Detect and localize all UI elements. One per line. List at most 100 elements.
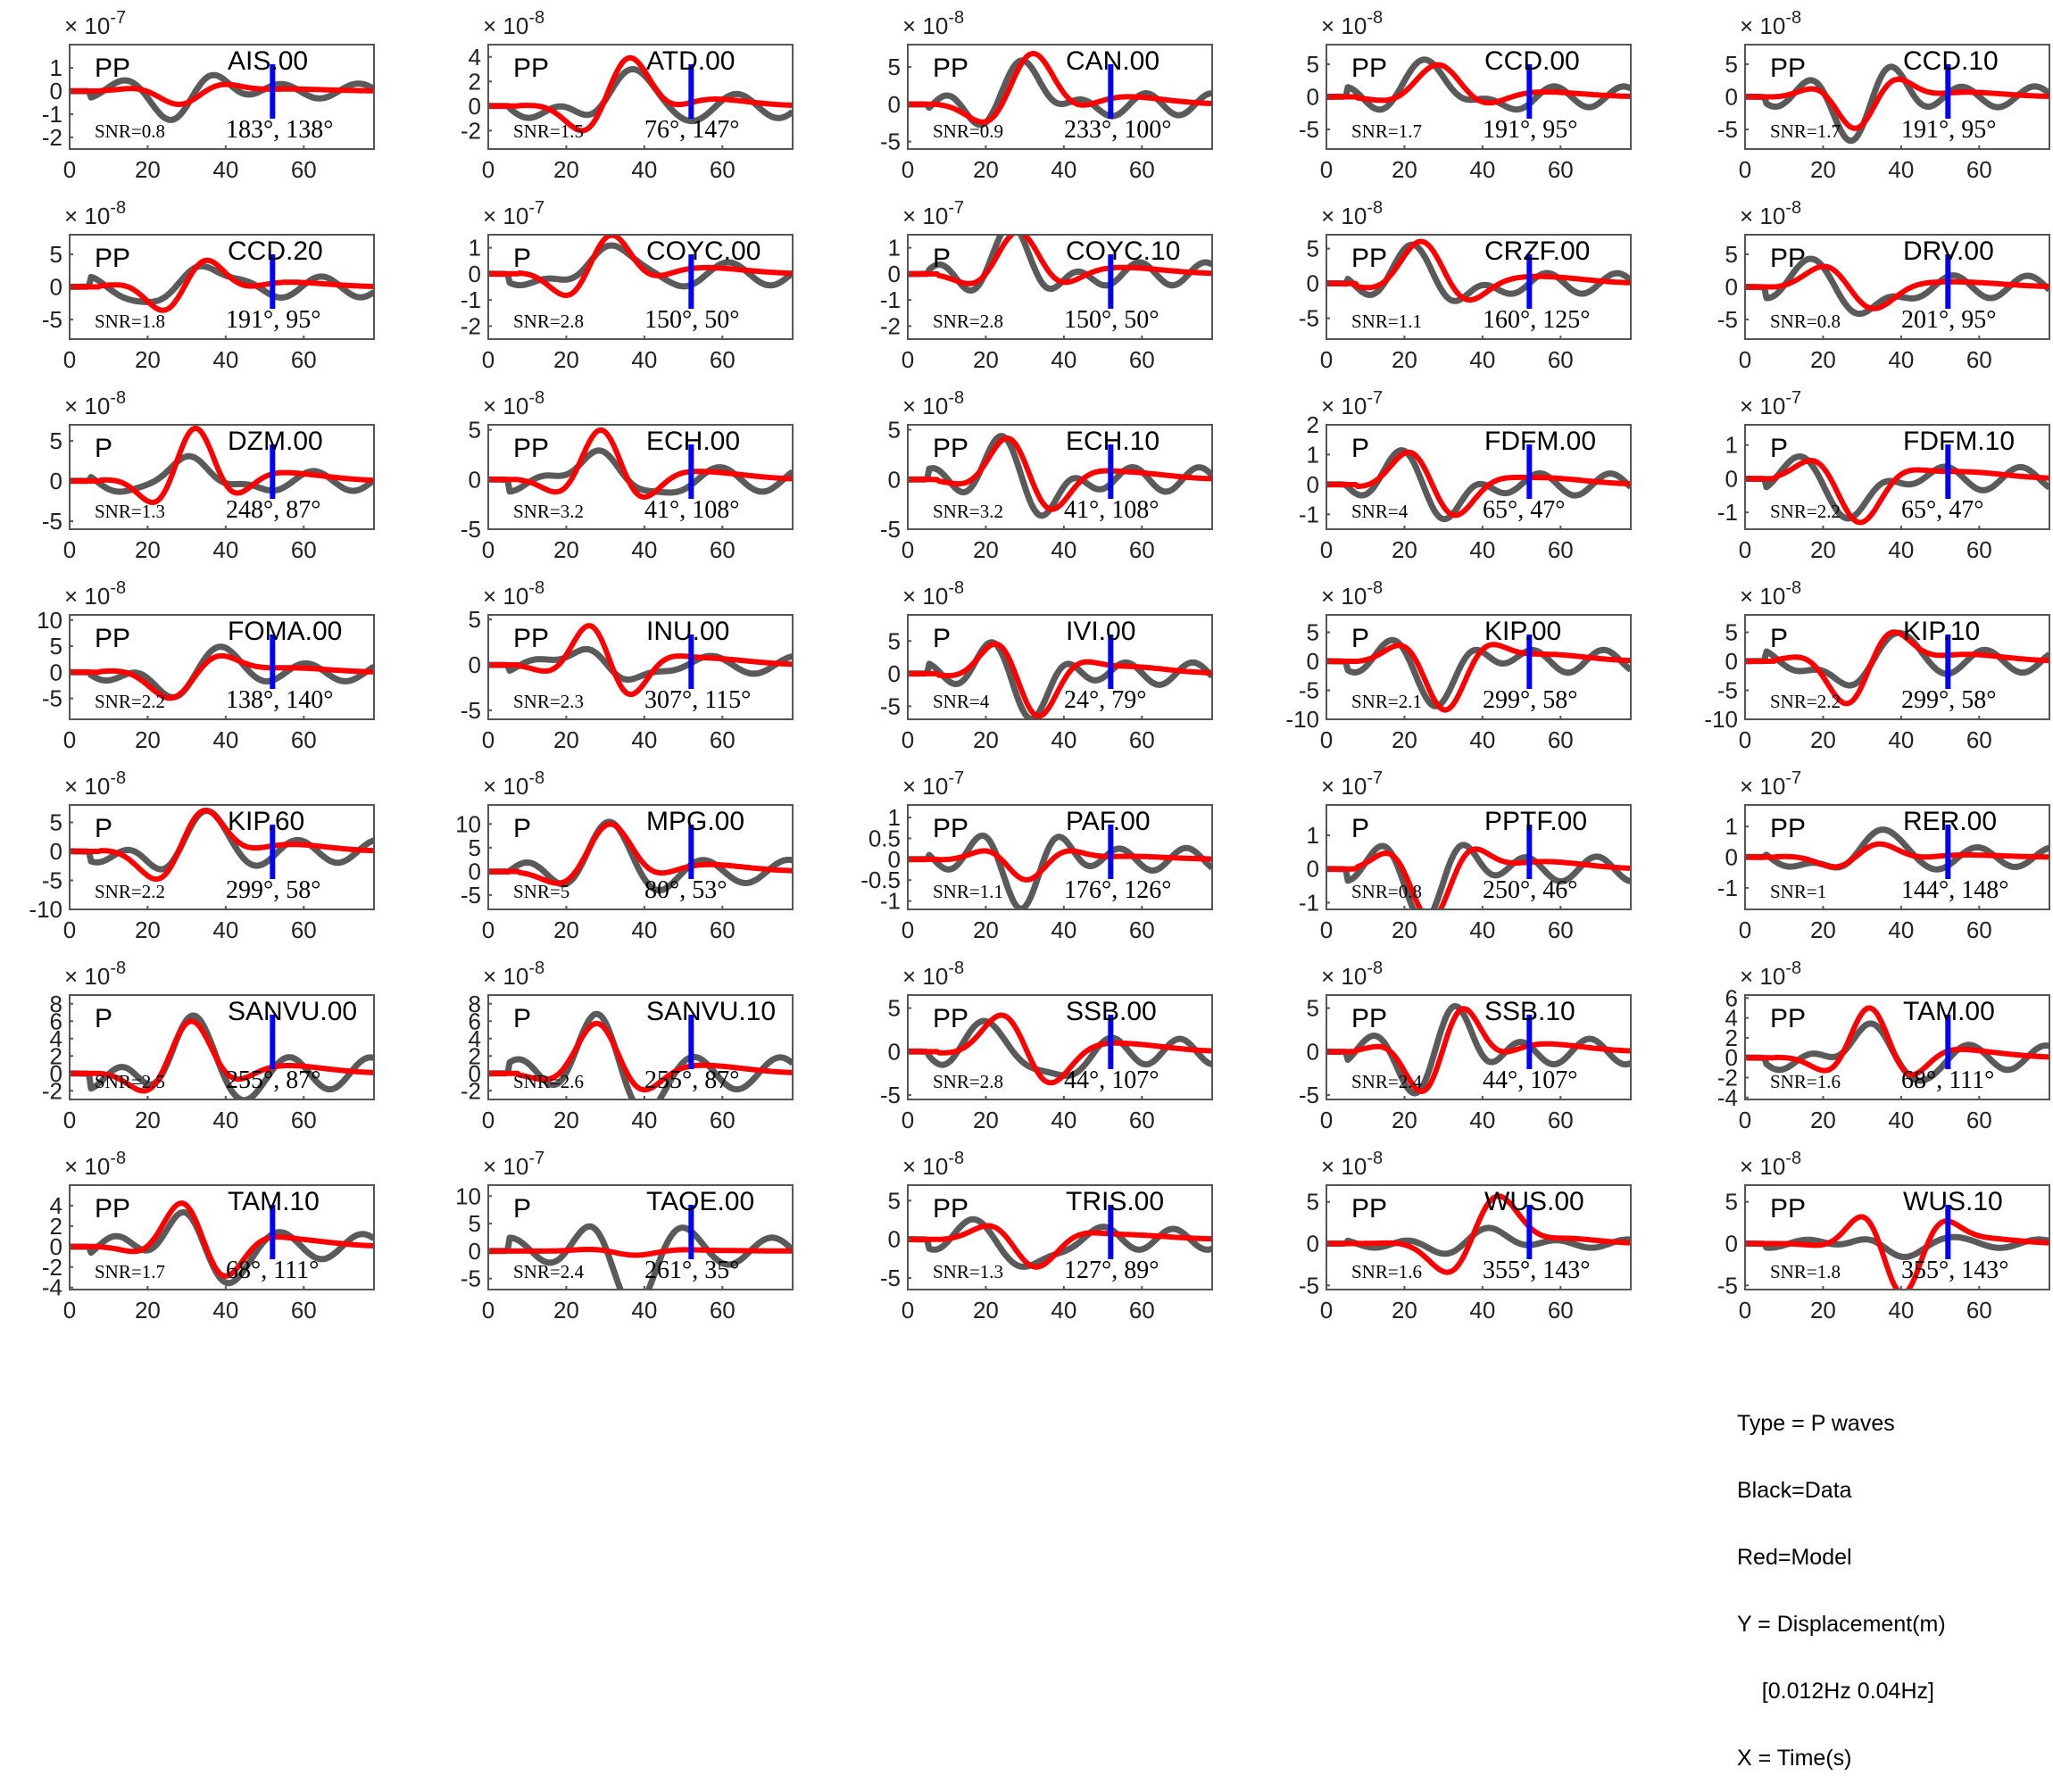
y-tick-label: -5	[461, 516, 481, 543]
y-tick-label: -2	[42, 1077, 62, 1104]
station-label: FOMA.00	[228, 617, 342, 646]
snr-label: SNR=4	[933, 691, 990, 712]
snr-label: SNR=2.2	[1770, 691, 1841, 712]
y-exponent-label: × 10-7	[483, 1149, 544, 1180]
axes-box	[1744, 424, 2050, 530]
exponent-base: × 10	[902, 1153, 948, 1180]
y-tick-label: 6	[469, 1008, 481, 1034]
y-tick-label: -5	[1717, 116, 1738, 143]
y-tick-label: -5	[1299, 677, 1319, 704]
x-tick-label: 60	[291, 726, 317, 753]
station-label: CCD.00	[1484, 46, 1580, 76]
y-tick-label: 5	[1307, 236, 1319, 262]
x-tick-label: 60	[710, 917, 736, 943]
x-tick-label: 40	[1469, 917, 1495, 943]
phase-label: PP	[1770, 244, 1806, 273]
model-trace	[908, 51, 1212, 125]
x-tick-label: 20	[553, 726, 579, 753]
x-tick-label: 40	[1888, 726, 1914, 753]
station-label: SSB.10	[1484, 997, 1575, 1026]
x-tick-label: 60	[1129, 156, 1155, 183]
y-tick-label: 1	[1725, 432, 1738, 459]
model-trace	[1745, 263, 2049, 311]
y-tick-label: -5	[880, 516, 901, 543]
y-tick-label: 2	[469, 1042, 481, 1069]
snr-label: SNR=1.7	[1351, 120, 1422, 142]
y-exponent-label: × 10-8	[1740, 198, 1801, 229]
phase-label: PP	[513, 434, 549, 463]
y-tick-label: 10	[37, 607, 62, 634]
phase-label: PP	[95, 244, 130, 273]
azimuth-angle-label: 250°, 46°	[1483, 876, 1577, 904]
x-tick-label: 40	[1469, 346, 1495, 373]
x-tick-label: 40	[1051, 536, 1076, 563]
x-tick-label: 60	[1548, 156, 1574, 183]
x-tick-label: 20	[1810, 1107, 1836, 1133]
azimuth-angle-label: 299°, 58°	[1901, 686, 1996, 714]
x-tick-label: 40	[1888, 536, 1914, 563]
y-tick-label: 0	[50, 1060, 62, 1087]
x-tick-label: 40	[1051, 1107, 1076, 1133]
x-tick-label: 40	[212, 1107, 238, 1133]
station-label: SANVU.00	[228, 997, 357, 1026]
y-tick-label: -2	[461, 312, 481, 339]
y-tick-label: 0	[888, 1038, 901, 1065]
azimuth-angle-label: 307°, 115°	[644, 686, 751, 714]
snr-label: SNR=0.9	[933, 120, 1003, 142]
exponent-base: × 10	[902, 583, 948, 610]
snr-label: SNR=2.2	[95, 881, 165, 902]
exponent-base: × 10	[483, 1153, 528, 1180]
model-trace	[1745, 629, 2049, 707]
x-tick-label: 60	[1966, 156, 1992, 183]
x-tick-label: 20	[1392, 156, 1417, 183]
phase-label: PP	[933, 1194, 968, 1224]
azimuth-angle-label: 299°, 58°	[1483, 686, 1577, 714]
y-tick-label: -10	[1704, 706, 1738, 733]
x-tick-label: 40	[1888, 156, 1914, 183]
azimuth-angle-label: 68°, 111°	[1901, 1066, 1994, 1094]
exponent-base: × 10	[483, 203, 528, 229]
x-tick-label: 0	[63, 1297, 76, 1323]
exponent-power: -8	[528, 388, 544, 408]
y-tick-label: 0	[1725, 465, 1738, 492]
exponent-power: -7	[1785, 388, 1801, 408]
phase-label: PP	[95, 1194, 130, 1224]
exponent-base: × 10	[1321, 583, 1367, 610]
exponent-power: -8	[1367, 958, 1383, 978]
x-tick-label: 0	[1320, 1107, 1333, 1133]
snr-label: SNR=3.2	[933, 501, 1003, 522]
y-tick-label: 0	[50, 659, 62, 685]
exponent-base: × 10	[1321, 1153, 1367, 1180]
x-tick-label: 40	[631, 156, 657, 183]
y-tick-label: 0	[888, 91, 901, 118]
data-trace	[70, 452, 374, 495]
x-tick-label: 60	[710, 536, 736, 563]
x-tick-label: 60	[1966, 346, 1992, 373]
y-tick-label: 0	[1307, 471, 1319, 498]
y-exponent-label: × 10-8	[1321, 198, 1383, 229]
x-tick-label: 20	[135, 1107, 161, 1133]
y-tick-label: 5	[888, 54, 901, 80]
x-tick-label: 0	[902, 1107, 914, 1133]
y-tick-label: 0	[1725, 1231, 1738, 1257]
x-tick-label: 60	[710, 1107, 736, 1133]
y-tick-label: 10	[455, 1182, 481, 1209]
x-tick-label: 60	[1129, 1297, 1155, 1323]
model-trace	[1326, 846, 1631, 909]
y-tick-label: -1	[1299, 501, 1319, 527]
x-tick-label: 0	[63, 1107, 76, 1133]
x-tick-label: 20	[973, 156, 999, 183]
azimuth-angle-label: 44°, 107°	[1064, 1066, 1159, 1094]
x-tick-label: 60	[710, 346, 736, 373]
exponent-power: -8	[110, 578, 126, 598]
y-exponent-label: × 10-8	[64, 958, 126, 990]
axes-box	[487, 44, 794, 150]
exponent-power: -8	[528, 768, 544, 788]
legend-line-band: [0.012Hz 0.04Hz]	[1737, 1679, 1934, 1704]
phase-label: PP	[1770, 814, 1806, 843]
exponent-base: × 10	[64, 12, 110, 39]
x-tick-label: 60	[1966, 726, 1992, 753]
y-tick-label: 1	[1307, 441, 1319, 468]
figure-legend: Type = P waves Black=Data Red=Model Y = …	[1737, 1368, 1946, 1792]
